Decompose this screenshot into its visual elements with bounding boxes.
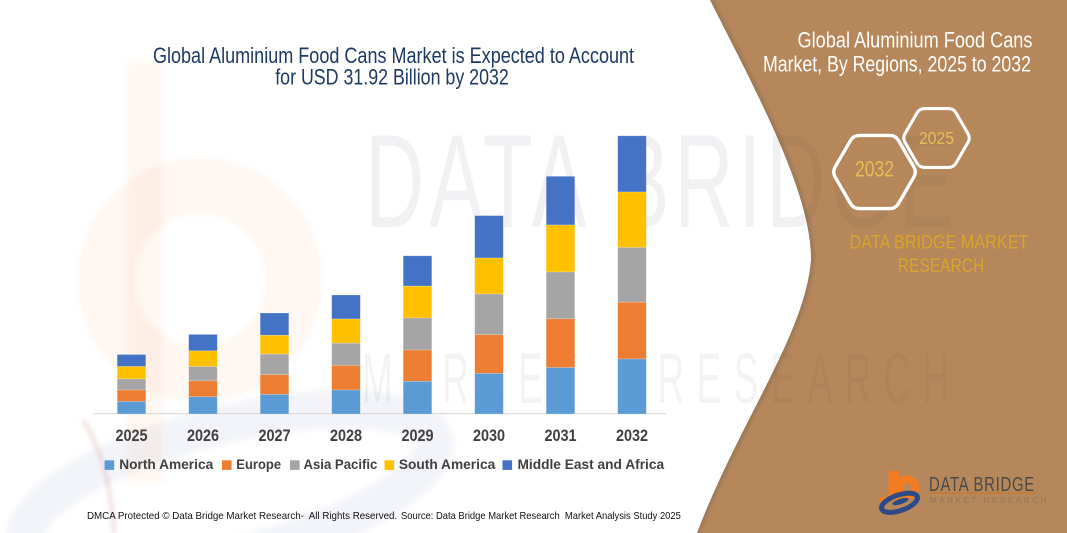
svg-text:2027: 2027	[258, 427, 290, 445]
svg-text:2030: 2030	[473, 427, 505, 445]
svg-text:2032: 2032	[616, 427, 648, 445]
svg-text:for USD 31.92 Billion by 2032: for USD 31.92 Billion by 2032	[275, 66, 509, 90]
svg-text:2032: 2032	[855, 158, 894, 182]
svg-text:MARKET RESEARCH: MARKET RESEARCH	[930, 496, 1049, 505]
svg-text:Market, By Regions, 2025 to 20: Market, By Regions, 2025 to 2032	[763, 53, 1031, 77]
svg-text:Source: Data Bridge Market Res: Source: Data Bridge Market Research Mark…	[401, 511, 681, 523]
svg-text:North America: North America	[119, 456, 213, 472]
svg-text:Global Aluminium Food Cans: Global Aluminium Food Cans	[798, 29, 1033, 53]
svg-text:Middle East and Africa: Middle East and Africa	[518, 456, 665, 472]
svg-text:2026: 2026	[187, 427, 219, 445]
svg-text:DATA BRIDGE: DATA BRIDGE	[929, 473, 1035, 496]
svg-text:2025: 2025	[115, 427, 147, 445]
svg-text:Asia Pacific: Asia Pacific	[304, 456, 378, 471]
svg-text:RESEARCH: RESEARCH	[898, 254, 985, 276]
svg-text:Europe: Europe	[236, 456, 281, 472]
svg-text:2028: 2028	[330, 427, 362, 445]
svg-text:Global Aluminium Food Cans Mar: Global Aluminium Food Cans Market is Exp…	[153, 44, 634, 68]
svg-text:DMCA Protected © Data Bridge M: DMCA Protected © Data Bridge Market Rese…	[87, 511, 397, 522]
svg-text:South America: South America	[399, 456, 496, 472]
svg-text:2025: 2025	[919, 128, 954, 148]
svg-text:2031: 2031	[544, 427, 576, 445]
svg-text:DATA BRIDGE MARKET: DATA BRIDGE MARKET	[850, 231, 1029, 253]
svg-text:2029: 2029	[401, 427, 433, 445]
